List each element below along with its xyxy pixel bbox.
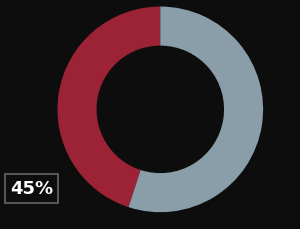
Wedge shape (58, 7, 160, 207)
Wedge shape (128, 7, 263, 212)
Text: 45%: 45% (10, 180, 53, 198)
